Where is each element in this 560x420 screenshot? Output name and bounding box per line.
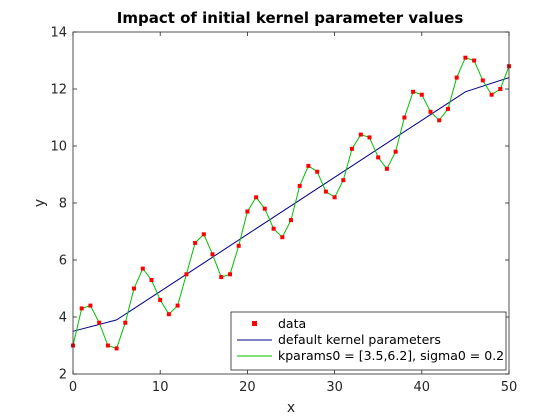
data-point	[463, 55, 468, 60]
data-point	[454, 75, 459, 80]
data-point	[280, 235, 285, 240]
data-point	[472, 58, 477, 63]
data-point	[166, 312, 171, 317]
data-point	[175, 303, 180, 308]
data-point	[315, 169, 320, 174]
data-point	[193, 240, 198, 245]
legend-label-data: data	[278, 316, 306, 331]
data-point	[306, 163, 311, 168]
data-point	[123, 320, 128, 325]
data-point	[228, 272, 232, 277]
x-tick-label: 30	[326, 380, 343, 395]
y-tick-label: 8	[59, 197, 67, 212]
data-point	[271, 226, 276, 231]
data-point	[114, 346, 119, 351]
data-point	[140, 266, 145, 271]
y-tick-label: 6	[59, 254, 67, 269]
data-point	[289, 218, 293, 223]
data-point	[149, 278, 154, 282]
data-point	[79, 306, 84, 311]
data-point	[132, 286, 136, 291]
legend-marker-data	[252, 321, 257, 326]
data-point	[105, 343, 110, 348]
data-point	[262, 206, 267, 211]
data-point	[254, 195, 259, 200]
legend-box	[230, 311, 507, 371]
y-tick-label: 14	[50, 26, 67, 41]
x-tick-label: 20	[239, 380, 256, 395]
data-point	[376, 155, 381, 160]
y-tick-label: 12	[50, 83, 67, 98]
data-point	[341, 178, 346, 183]
data-point	[437, 118, 442, 123]
y-tick-label: 10	[50, 140, 67, 155]
data-point	[323, 189, 328, 194]
x-tick-label: 40	[414, 380, 431, 395]
data-point	[428, 109, 433, 114]
data-point	[201, 232, 206, 237]
y-tick-label: 4	[59, 311, 67, 326]
data-point	[367, 135, 372, 140]
data-point	[210, 252, 215, 257]
x-tick-label: 0	[69, 380, 77, 395]
data-point	[297, 183, 302, 188]
chart-title: Impact of initial kernel parameter value…	[117, 9, 464, 27]
legend-label-kparams: kparams0 = [3.5,6.2], sigma0 = 0.2	[278, 348, 504, 363]
data-point	[384, 166, 389, 171]
series-layer	[71, 55, 511, 351]
data-point	[332, 195, 337, 200]
y-axis-label: y	[32, 199, 48, 207]
data-point	[393, 149, 398, 154]
x-tick-label: 50	[501, 380, 518, 395]
data-point	[97, 320, 102, 325]
data-point	[489, 92, 494, 97]
legend-label-default: default kernel parameters	[278, 332, 441, 347]
data-point	[402, 115, 407, 120]
series-line-1	[72, 77, 510, 332]
data-point	[88, 303, 93, 308]
data-point	[219, 275, 224, 280]
data-point	[419, 92, 424, 97]
data-point	[498, 87, 503, 91]
data-point	[446, 106, 450, 111]
data-point	[358, 132, 363, 137]
legend: data default kernel parameters kparams0 …	[230, 311, 507, 371]
data-point	[236, 243, 241, 248]
ticks-layer: 0 10 20 30 40 50 2 4 6 8 10 12 14	[50, 26, 517, 396]
x-axis-label: x	[287, 400, 295, 416]
data-point	[480, 78, 485, 83]
x-tick-label: 10	[152, 380, 169, 395]
data-point	[184, 272, 189, 277]
data-point	[350, 146, 354, 151]
data-point	[411, 89, 416, 94]
y-tick-label: 2	[59, 368, 67, 383]
data-point	[245, 209, 250, 214]
data-point	[158, 297, 163, 302]
